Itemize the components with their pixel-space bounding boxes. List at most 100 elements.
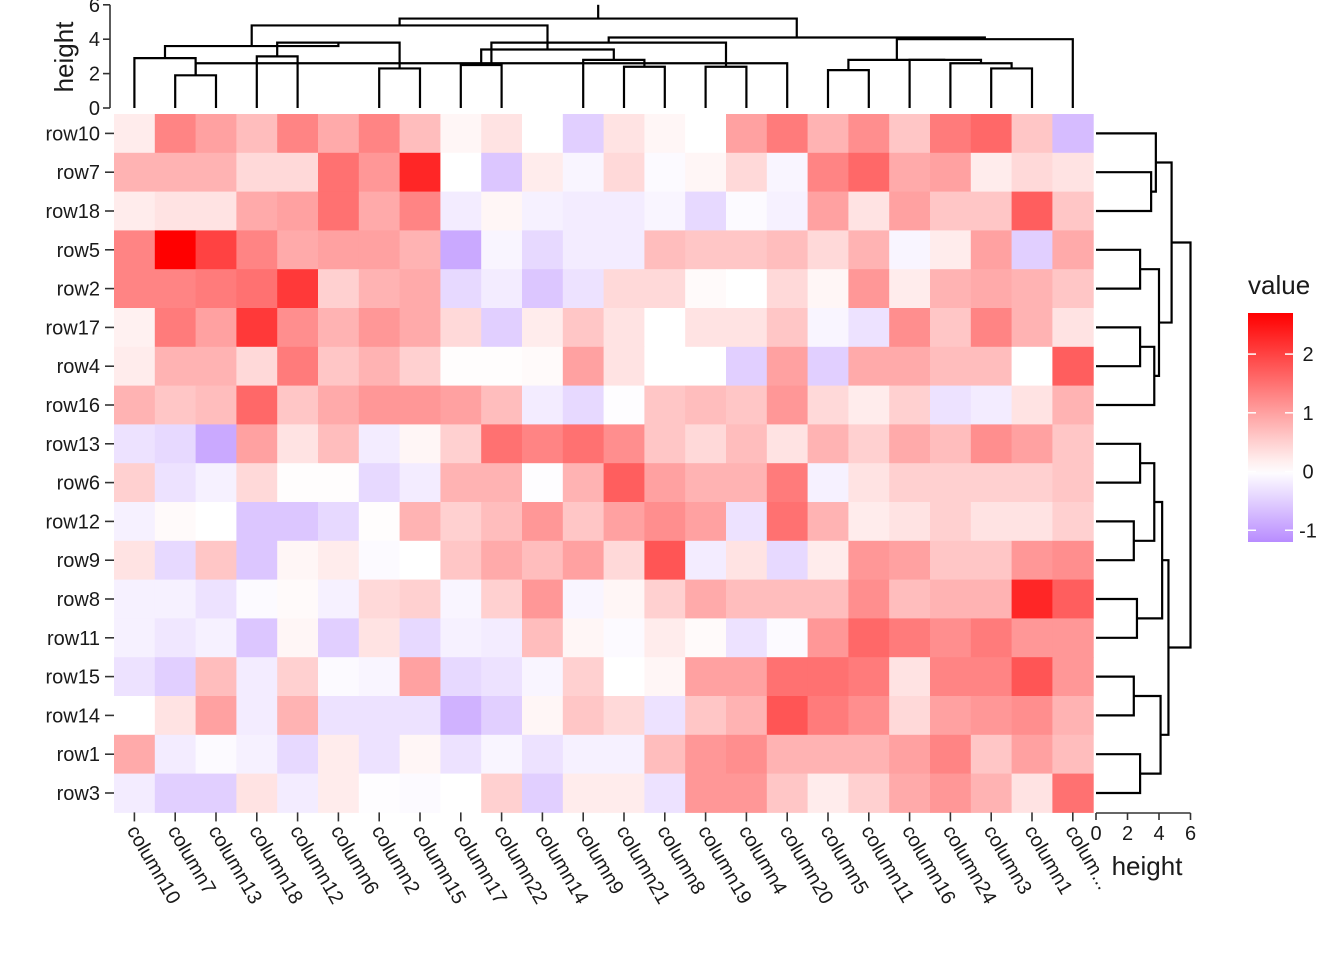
heatmap-cell [399, 696, 441, 736]
heatmap-cell [807, 579, 849, 619]
heatmap-cell [1011, 618, 1053, 658]
heatmap-cell [644, 114, 686, 154]
heatmap-cell [481, 734, 523, 775]
heatmap-cell [685, 385, 727, 425]
heatmap-cell [399, 230, 441, 270]
heatmap-cell [522, 696, 564, 736]
heatmap-cell [970, 540, 1013, 581]
heatmap-cell [481, 502, 523, 542]
heatmap-cell [562, 618, 605, 658]
heatmap-cell [970, 463, 1013, 503]
heatmap-cell [399, 657, 441, 697]
heatmap-cell [399, 346, 441, 387]
heatmap-cell [970, 773, 1013, 813]
heatmap-cell [807, 230, 849, 270]
heatmap-cell [970, 734, 1013, 775]
heatmap-cell [970, 657, 1013, 697]
heatmap-cell [603, 463, 645, 503]
row-dendrogram-branch [1096, 442, 1142, 484]
row-label: row11 [47, 628, 100, 650]
heatmap-cell [440, 540, 482, 581]
heatmap-cell [195, 230, 237, 270]
heatmap-cell [726, 346, 768, 387]
heatmap-cell [358, 540, 401, 581]
heatmap-cell [195, 696, 237, 736]
row-label: row4 [57, 356, 100, 378]
heatmap-cell [970, 385, 1013, 425]
heatmap-cell [154, 734, 197, 775]
heatmap-cell [358, 230, 401, 270]
heatmap-cell [603, 269, 645, 309]
heatmap-cell [1052, 734, 1094, 775]
heatmap-cell [1052, 696, 1094, 736]
heatmap-cell [766, 424, 809, 464]
heatmap-cell [766, 696, 809, 736]
heatmap-cell [807, 424, 849, 464]
row-dendrogram-branch [1096, 597, 1139, 639]
heatmap-cell [277, 424, 319, 464]
heatmap-cell [236, 230, 278, 270]
heatmap-cell [970, 579, 1013, 619]
heatmap-cell [562, 579, 605, 619]
heatmap-cell [277, 191, 319, 231]
heatmap-cell [195, 579, 237, 619]
heatmap-cell [277, 269, 319, 309]
row-label: row15 [46, 667, 100, 689]
column-dendrogram-axis-tick-label: 6 [89, 0, 100, 17]
heatmap-cell [807, 152, 849, 193]
heatmap-cell [318, 114, 360, 154]
row-dendrogram-branch [1133, 462, 1156, 542]
heatmap-cell [766, 502, 809, 542]
heatmap-cell [114, 540, 156, 581]
heatmap-cell [970, 618, 1013, 658]
heatmap-cell [1052, 346, 1094, 387]
heatmap-cell [358, 696, 401, 736]
heatmap-cell [440, 579, 482, 619]
row-label: row1 [57, 744, 100, 766]
heatmap-cell [154, 230, 197, 270]
heatmap-cell [236, 734, 278, 775]
heatmap-cell [481, 696, 523, 736]
heatmap-cell [114, 191, 156, 231]
heatmap-cell [318, 385, 360, 425]
row-label: row17 [46, 317, 100, 339]
column-dendrogram-axis-tick-label: 4 [89, 29, 100, 51]
heatmap-cell [807, 773, 849, 813]
heatmap-cell [399, 579, 441, 619]
heatmap-cell [399, 773, 441, 813]
heatmap-cell [1011, 502, 1053, 542]
heatmap-cell [970, 152, 1013, 193]
heatmap-cell [440, 502, 482, 542]
heatmap-cell [114, 773, 156, 813]
heatmap-cell [399, 618, 441, 658]
heatmap-cell [440, 346, 482, 387]
column-dendrogram [133, 4, 1074, 108]
row-label: row12 [46, 511, 100, 533]
heatmap-cell [154, 579, 197, 619]
heatmap-cell [685, 191, 727, 231]
heatmap-cell [970, 308, 1013, 348]
row-dendrogram-axis-tick-label: 6 [1185, 823, 1196, 845]
heatmap-cell [440, 230, 482, 270]
heatmap-cell [930, 308, 972, 348]
heatmap-cell [685, 269, 727, 309]
heatmap-cell [481, 269, 523, 309]
heatmap-cell [562, 114, 605, 154]
heatmap-cell [930, 463, 972, 503]
heatmap-cell [318, 424, 360, 464]
heatmap-cell [562, 308, 605, 348]
heatmap-cell [318, 579, 360, 619]
heatmap-cell [603, 618, 645, 658]
heatmap-cell [1011, 579, 1053, 619]
row-label: row13 [46, 434, 100, 456]
heatmap-cell [522, 424, 564, 464]
heatmap-cell [114, 346, 156, 387]
heatmap-cell [1011, 346, 1053, 387]
heatmap-cell [522, 657, 564, 697]
heatmap-cell [1052, 502, 1094, 542]
heatmap-cell [522, 308, 564, 348]
heatmap-cell [114, 308, 156, 348]
heatmap-cell [481, 463, 523, 503]
heatmap-cell [399, 308, 441, 348]
